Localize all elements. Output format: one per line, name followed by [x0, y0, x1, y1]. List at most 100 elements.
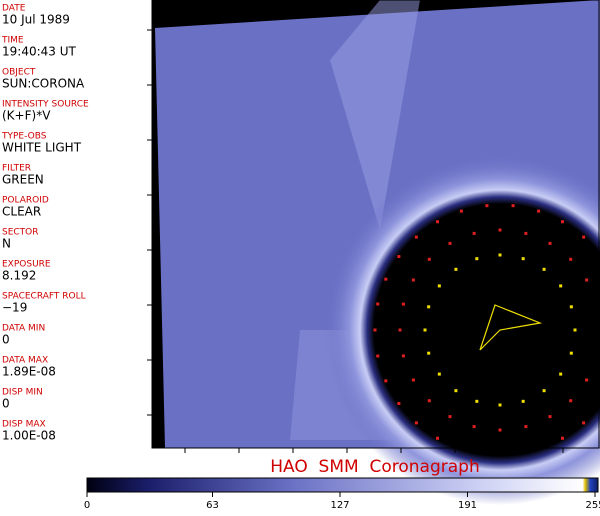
dot	[427, 305, 431, 309]
dot	[448, 241, 452, 245]
colorbar-tick-label: 63	[206, 500, 219, 511]
image-border	[151, 0, 600, 449]
dot	[437, 284, 441, 288]
field-value: 0	[2, 333, 10, 347]
field-value: 8.192	[2, 269, 36, 283]
field-value: GREEN	[2, 173, 44, 187]
dot	[582, 235, 586, 239]
field-value: 0	[2, 397, 10, 411]
field-label: TIME	[1, 36, 24, 46]
dot	[573, 328, 577, 332]
dot	[373, 328, 377, 332]
dot	[436, 220, 439, 224]
dot	[427, 399, 431, 403]
dot	[472, 425, 476, 429]
field-value: 1.00E-08	[2, 429, 56, 443]
colorbar-tick-label: 191	[458, 500, 477, 511]
dot	[414, 421, 418, 425]
dot	[475, 257, 479, 261]
field-label: OBJECT	[2, 68, 36, 78]
dot	[498, 228, 502, 232]
dot	[397, 255, 401, 259]
dot	[561, 220, 564, 224]
sun-outline	[479, 304, 543, 351]
dot	[498, 253, 502, 257]
dot	[376, 302, 380, 306]
dot	[472, 231, 476, 235]
dot	[559, 372, 563, 376]
dot	[411, 378, 415, 382]
field-label: EXPOSURE	[2, 260, 51, 270]
dot	[498, 403, 502, 407]
dot	[414, 235, 418, 239]
field-label: DATE	[2, 4, 26, 14]
field-value: SUN:CORONA	[2, 77, 85, 91]
field-value: N	[2, 237, 11, 251]
field-value: −19	[2, 301, 27, 315]
streamer	[330, 0, 420, 230]
dot	[498, 428, 502, 432]
dot	[542, 389, 546, 393]
dot	[376, 354, 380, 358]
field-label: SECTOR	[2, 228, 39, 238]
dot	[401, 302, 405, 306]
dot	[548, 415, 552, 419]
dot	[454, 267, 458, 271]
field-label: FILTER	[2, 164, 31, 174]
field-label: SPACECRAFT ROLL	[2, 292, 86, 302]
field-label: POLAROID	[2, 196, 49, 206]
dot	[537, 209, 541, 213]
dot	[585, 378, 589, 382]
field-value: CLEAR	[2, 205, 41, 219]
field-label: DISP MIN	[2, 388, 43, 398]
dot	[427, 257, 431, 261]
dot	[448, 415, 452, 419]
dot	[384, 379, 388, 383]
dot	[569, 305, 573, 309]
dot	[561, 436, 564, 440]
dot	[397, 401, 401, 405]
dot	[485, 204, 489, 208]
dot	[511, 204, 515, 208]
dot	[521, 257, 525, 261]
colorbar	[86, 477, 599, 493]
field-label: INTENSITY SOURCE	[2, 100, 89, 110]
field-value: WHITE LIGHT	[2, 141, 82, 155]
dot	[559, 284, 563, 288]
dot	[582, 421, 586, 425]
dot	[401, 354, 405, 358]
dot	[437, 372, 441, 376]
dot	[524, 425, 528, 429]
grid-dots	[373, 204, 589, 440]
dot	[398, 328, 402, 332]
dot	[459, 209, 463, 213]
dot	[569, 399, 573, 403]
field-label: TYPE-OBS	[1, 132, 47, 142]
dot	[521, 399, 525, 403]
dot	[569, 351, 573, 355]
field-value: 10 Jul 1989	[2, 13, 70, 27]
dot	[423, 328, 427, 332]
dot	[548, 241, 552, 245]
colorbar-tick-label: 0	[84, 500, 90, 511]
field-label: DISP MAX	[2, 420, 46, 430]
dot	[427, 351, 431, 355]
dot	[436, 436, 439, 440]
field-label: DATA MIN	[2, 324, 45, 334]
dot	[454, 389, 458, 393]
colorbar-tick-label: 255	[585, 500, 600, 511]
field-value: 19:40:43 UT	[2, 45, 76, 59]
colorbar-tick-label: 127	[330, 500, 349, 511]
field-label: DATA MAX	[2, 356, 48, 366]
dot	[542, 267, 546, 271]
dot	[475, 399, 479, 403]
dot	[585, 278, 589, 282]
field-value: 1.89E-08	[2, 365, 56, 379]
dot	[384, 277, 388, 281]
field-value: (K+F)*V	[2, 109, 51, 123]
title: HAO SMM Coronagraph	[270, 457, 479, 477]
dot	[569, 257, 573, 261]
dot	[411, 278, 415, 282]
